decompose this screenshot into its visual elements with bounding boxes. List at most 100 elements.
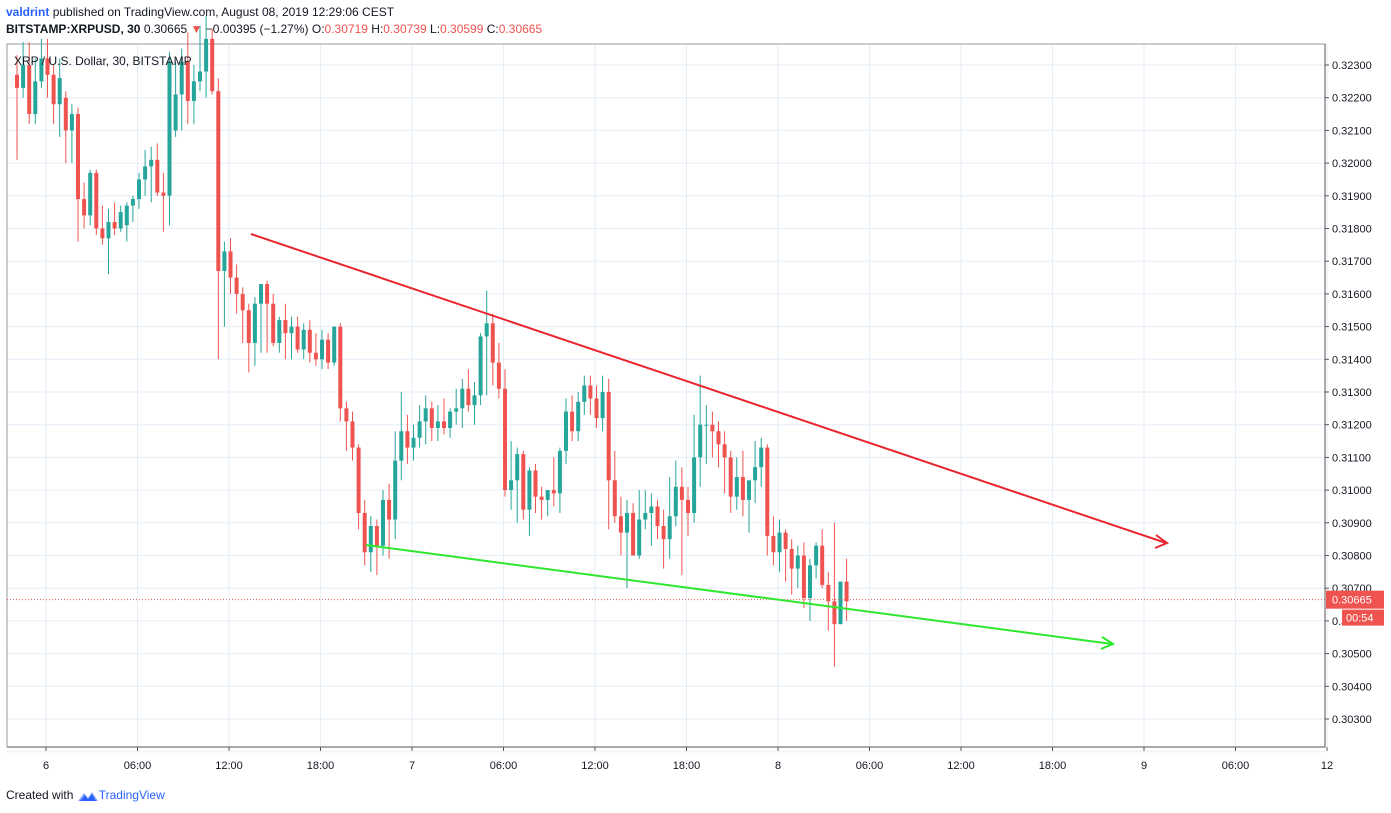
candle[interactable] — [118, 205, 123, 232]
candle[interactable] — [21, 42, 26, 98]
candle[interactable] — [771, 516, 776, 566]
candle[interactable] — [356, 444, 361, 530]
candle[interactable] — [39, 38, 44, 88]
candle[interactable] — [216, 78, 221, 360]
candle[interactable] — [692, 414, 697, 523]
candle[interactable] — [728, 450, 733, 513]
candle[interactable] — [112, 202, 117, 236]
candle[interactable] — [679, 467, 684, 576]
candle[interactable] — [51, 65, 56, 124]
candle[interactable] — [344, 401, 349, 451]
candle[interactable] — [838, 581, 843, 625]
candle[interactable] — [789, 539, 794, 595]
candle[interactable] — [777, 519, 782, 572]
candle[interactable] — [814, 542, 819, 579]
candle[interactable] — [631, 503, 636, 556]
candle[interactable] — [582, 375, 587, 415]
candle[interactable] — [307, 320, 312, 363]
candle[interactable] — [503, 369, 507, 497]
candle[interactable] — [557, 447, 562, 513]
candle[interactable] — [204, 15, 209, 98]
candle[interactable] — [478, 333, 483, 406]
candle[interactable] — [832, 522, 837, 667]
candle[interactable] — [399, 392, 404, 481]
candle[interactable] — [15, 55, 19, 160]
candle[interactable] — [100, 205, 105, 245]
candle[interactable] — [460, 378, 465, 428]
candle[interactable] — [747, 480, 751, 533]
candle[interactable] — [600, 375, 605, 432]
candle[interactable] — [271, 293, 276, 347]
candle[interactable] — [179, 48, 184, 131]
candle[interactable] — [94, 169, 99, 236]
candle[interactable] — [545, 490, 550, 517]
candle[interactable] — [313, 333, 318, 366]
candle[interactable] — [423, 395, 428, 445]
candle[interactable] — [539, 486, 544, 520]
candle[interactable] — [753, 441, 758, 504]
candle[interactable] — [320, 329, 324, 370]
candle[interactable] — [411, 424, 416, 461]
candle[interactable] — [27, 42, 32, 124]
candle[interactable] — [222, 241, 227, 327]
candle[interactable] — [33, 58, 38, 124]
candle[interactable] — [509, 441, 514, 510]
candle[interactable] — [338, 323, 343, 422]
support-trendline[interactable] — [365, 544, 1113, 645]
candle[interactable] — [185, 32, 190, 124]
candle[interactable] — [240, 287, 245, 343]
candle[interactable] — [704, 405, 709, 464]
candle[interactable] — [820, 529, 825, 589]
candle[interactable] — [198, 25, 202, 92]
candle[interactable] — [588, 375, 593, 415]
candle[interactable] — [167, 51, 172, 226]
candle[interactable] — [594, 385, 599, 428]
candle[interactable] — [759, 437, 764, 487]
candle[interactable] — [173, 61, 178, 137]
candle[interactable] — [228, 238, 233, 294]
candle[interactable] — [265, 280, 270, 353]
candle[interactable] — [155, 143, 160, 196]
candle[interactable] — [124, 202, 129, 242]
candle[interactable] — [783, 529, 788, 582]
candle[interactable] — [429, 401, 434, 442]
candle[interactable] — [277, 316, 282, 353]
candle[interactable] — [484, 290, 489, 396]
candle[interactable] — [710, 411, 715, 458]
candle[interactable] — [234, 264, 239, 314]
candle[interactable] — [637, 490, 642, 559]
candle[interactable] — [454, 388, 459, 425]
candle[interactable] — [45, 38, 50, 98]
author-name[interactable]: valdrint — [6, 5, 50, 19]
candle[interactable] — [826, 571, 831, 631]
candle[interactable] — [527, 467, 532, 536]
candle[interactable] — [191, 65, 196, 124]
candle[interactable] — [246, 303, 251, 373]
candle[interactable] — [295, 316, 300, 353]
candle[interactable] — [625, 499, 629, 589]
candle[interactable] — [368, 516, 373, 572]
candle[interactable] — [69, 104, 74, 164]
candle[interactable] — [149, 146, 154, 203]
candle[interactable] — [57, 58, 62, 137]
candle[interactable] — [612, 450, 617, 523]
candle[interactable] — [350, 411, 355, 461]
candle[interactable] — [161, 172, 166, 232]
candle[interactable] — [405, 414, 410, 464]
candle[interactable] — [472, 382, 477, 425]
candle[interactable] — [332, 326, 337, 366]
candle[interactable] — [716, 421, 721, 468]
candle[interactable] — [606, 378, 611, 530]
candle[interactable] — [130, 195, 135, 222]
candle[interactable] — [618, 496, 623, 556]
candle[interactable] — [63, 91, 68, 164]
candle[interactable] — [515, 447, 520, 523]
candle[interactable] — [252, 297, 257, 366]
candle[interactable] — [655, 499, 660, 540]
candle[interactable] — [673, 460, 678, 527]
candle[interactable] — [661, 509, 666, 569]
candle[interactable] — [381, 490, 385, 556]
candle[interactable] — [143, 150, 148, 196]
resistance-trendline[interactable] — [250, 233, 1167, 544]
